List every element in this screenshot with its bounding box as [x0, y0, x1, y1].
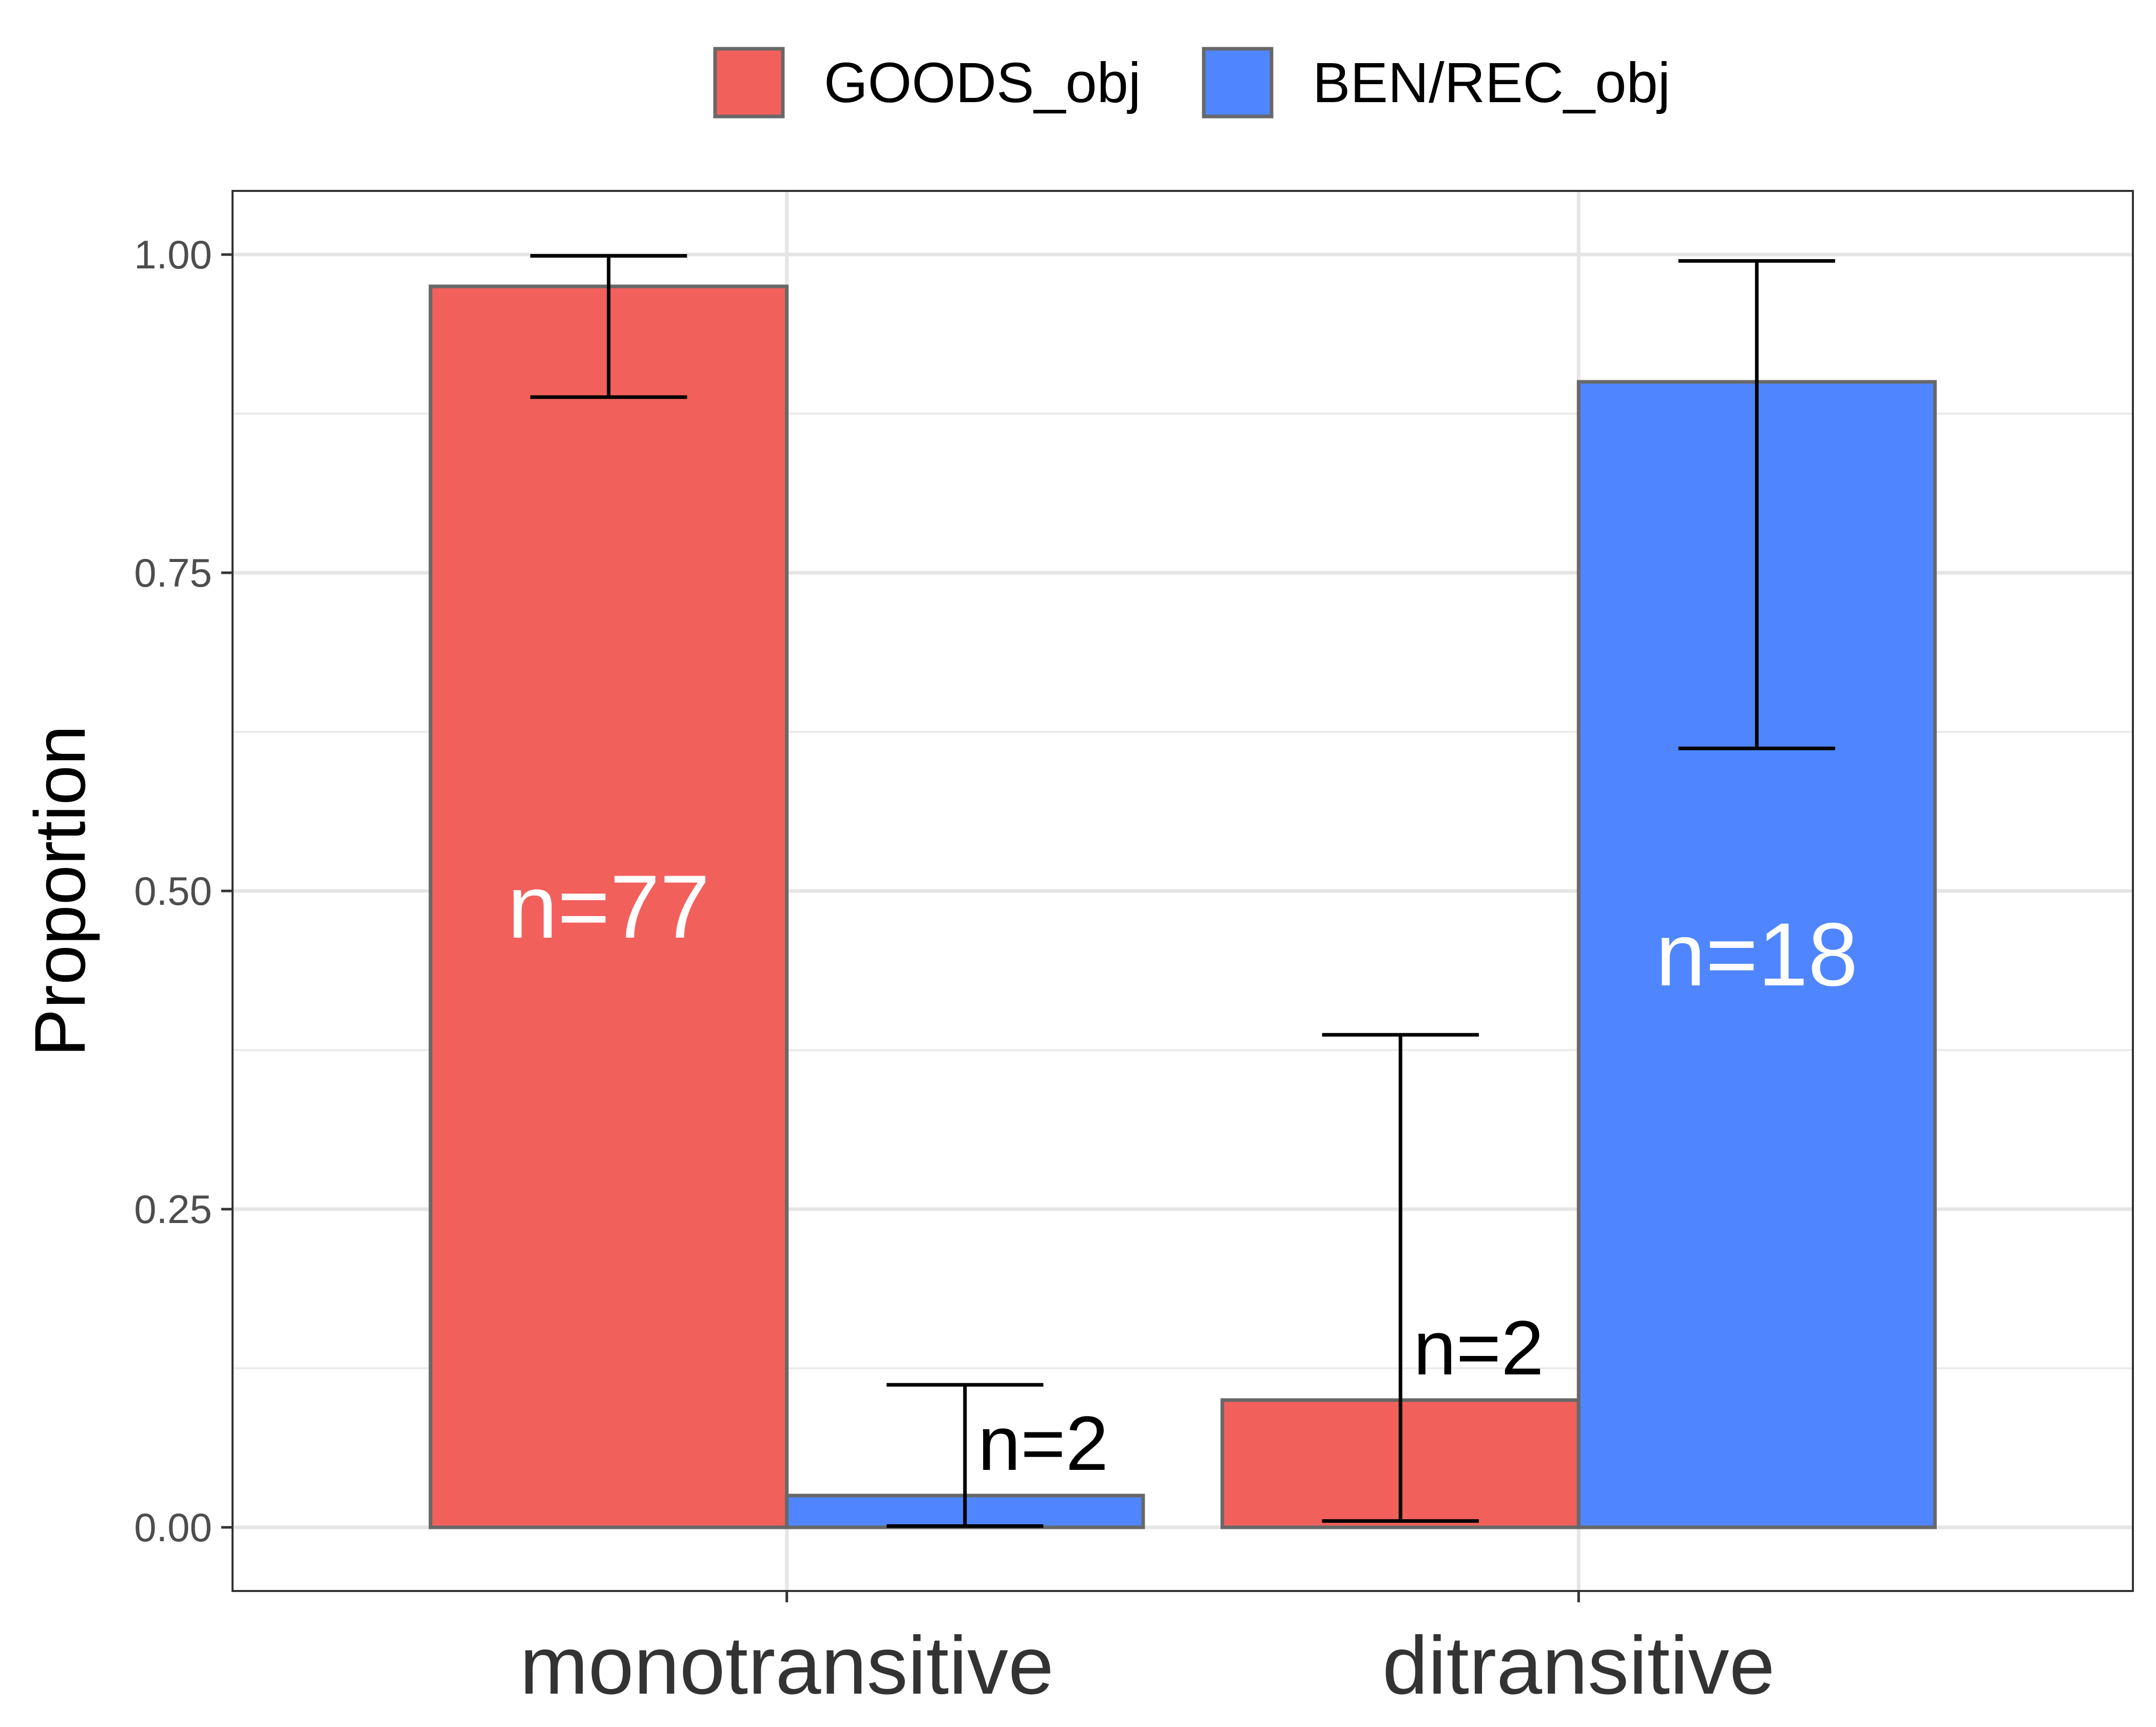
bar-count-label: n=2	[978, 1400, 1108, 1486]
legend-item: BEN/REC_obj	[1202, 47, 1670, 119]
error-bar	[1322, 1033, 1479, 1523]
legend-key	[1202, 47, 1274, 119]
error-bar	[887, 1383, 1044, 1528]
error-bar	[530, 254, 687, 399]
error-bar	[1678, 259, 1836, 750]
bar-count-label: n=2	[1413, 1305, 1544, 1391]
bar	[429, 284, 789, 1529]
y-tick-label: 0.75	[134, 550, 212, 595]
x-tick-label: ditransitive	[1382, 1619, 1775, 1711]
y-tick-label: 1.00	[134, 232, 212, 277]
axes: 0.00 0.25 0.50 0.75 1.00 monotransitive ditran…	[20, 190, 2134, 1711]
legend-label: GOODS_obj	[824, 51, 1141, 114]
legend-key	[713, 47, 785, 119]
bar-count-label: n=77	[508, 857, 710, 957]
y-axis-title: Proportion	[20, 725, 100, 1057]
y-tick-label: 0.25	[134, 1187, 212, 1232]
legend-item: GOODS_obj	[713, 47, 1141, 119]
y-tick-label: 0.50	[134, 868, 212, 914]
legend: GOODS_obj BEN/REC_obj	[713, 47, 1670, 119]
legend-label: BEN/REC_obj	[1313, 51, 1670, 114]
x-tick-label: monotransitive	[520, 1619, 1054, 1711]
plot-area: n=77 n=2 n=2 n=18	[233, 191, 2133, 1591]
y-tick-label: 0.00	[134, 1505, 212, 1550]
bar-count-label: n=18	[1656, 905, 1858, 1005]
